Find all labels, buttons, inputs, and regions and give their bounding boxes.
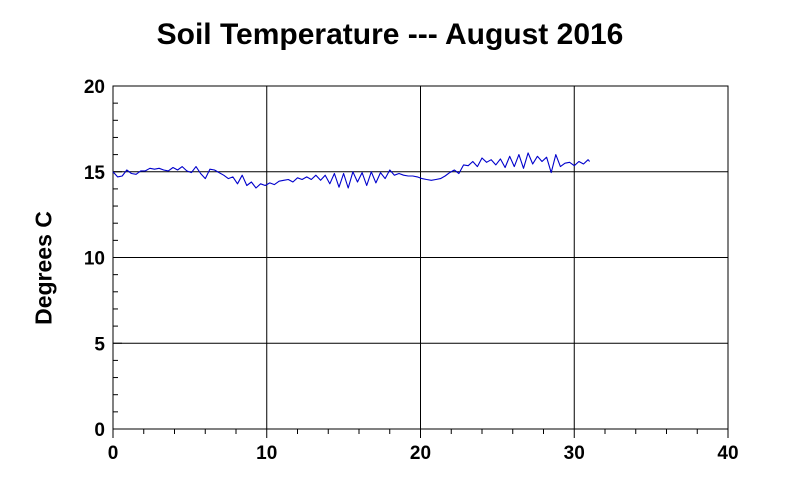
chart-title: Soil Temperature --- August 2016 [156, 18, 624, 51]
y-tick-label: 15 [84, 163, 106, 184]
x-tick-label: 10 [256, 443, 277, 464]
y-tick-label: 10 [84, 249, 105, 270]
plot-frame [112, 85, 729, 430]
series-layer [112, 152, 591, 189]
x-tick-label: 40 [717, 443, 738, 464]
x-tick-label: 30 [564, 443, 585, 464]
x-tick-label: 20 [410, 443, 431, 464]
x-tick-labels: 0 10 20 30 40 [108, 443, 739, 464]
y-tick-label: 20 [84, 77, 105, 98]
x-tick-label: 0 [108, 443, 119, 464]
series-line [112, 152, 591, 189]
y-tick-label: 0 [94, 420, 105, 441]
grid-lines [113, 86, 728, 429]
y-tick-labels: 0 5 10 15 20 [84, 77, 106, 441]
y-tick-label: 5 [94, 334, 105, 355]
